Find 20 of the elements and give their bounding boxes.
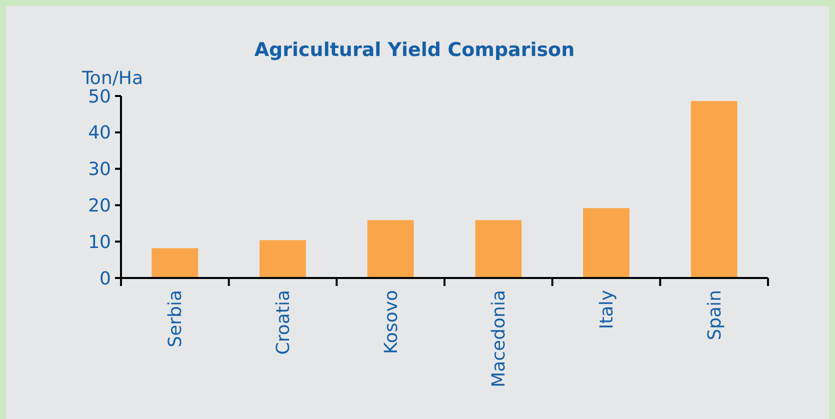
bar (260, 240, 306, 278)
x-tick-label: Croatia (273, 290, 294, 355)
x-tick-label: Kosovo (380, 290, 402, 354)
x-tick-label: Serbia (165, 290, 186, 348)
bar (367, 220, 414, 278)
bar (152, 248, 198, 278)
x-tick-label: Spain (704, 290, 726, 340)
bar (690, 101, 738, 278)
x-tick-label: Macedonia (488, 290, 510, 388)
y-tick-label: 10 (88, 232, 111, 253)
x-tick-label: Italy (596, 290, 618, 330)
y-tick-label: 30 (88, 159, 111, 180)
y-tick-label: 0 (100, 268, 111, 290)
bar (475, 220, 522, 278)
y-tick-label: 40 (88, 122, 111, 144)
y-tick-label: 20 (88, 196, 111, 216)
y-axis-title: Ton/Ha (81, 68, 143, 89)
y-tick-label: 50 (88, 86, 111, 108)
chart-title: Agricultural Yield Comparison (254, 39, 575, 61)
bar (583, 208, 630, 278)
